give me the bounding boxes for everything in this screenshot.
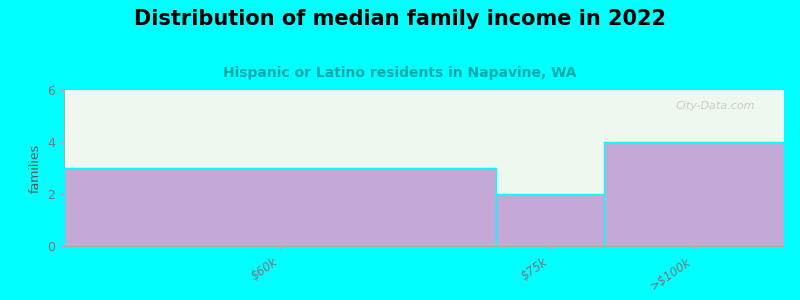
- Bar: [496, 194, 604, 246]
- Text: Hispanic or Latino residents in Napavine, WA: Hispanic or Latino residents in Napavine…: [223, 66, 577, 80]
- Y-axis label: families: families: [29, 143, 42, 193]
- Text: Distribution of median family income in 2022: Distribution of median family income in …: [134, 9, 666, 29]
- Bar: [604, 142, 784, 246]
- Bar: [64, 168, 496, 246]
- Text: City-Data.com: City-Data.com: [676, 101, 755, 111]
